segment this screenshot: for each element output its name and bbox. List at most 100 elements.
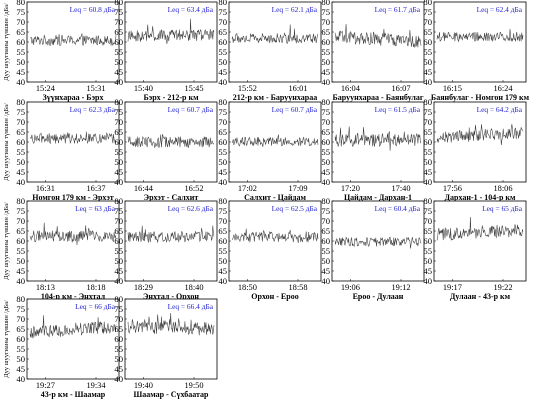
y-tick-label: 65 [321,127,330,137]
y-tick-label: 80 [321,97,330,107]
noise-level-series [29,33,117,47]
y-tick-label: 70 [218,117,227,127]
y-tick-label: 75 [423,107,432,117]
y-tick-label: 45 [321,266,330,276]
leq-annotation: Leq = 63.4 дБа [168,5,214,14]
y-tick-label: 45 [16,266,25,276]
y-tick-label: 40 [423,77,432,87]
y-tick-label: 70 [321,17,330,27]
y-tick-label: 40 [423,276,432,286]
y-tick-label: 50 [321,57,330,67]
y-tick-label: 55 [218,246,227,256]
y-tick-label: 45 [423,167,432,177]
y-tick-label: 50 [423,157,432,167]
y-tick-label: 60 [218,37,227,47]
x-tick-label: 19:22 [493,283,512,292]
noise-level-series [436,216,524,241]
y-tick-label: 60 [218,236,227,246]
x-tick-label: 17:40 [391,184,410,193]
plot-frame [433,1,527,83]
segment-caption: Зүүнхараа - Бэрх [42,93,103,102]
y-tick-label: 75 [16,304,25,314]
y-tick-label: 70 [218,17,227,27]
plot-frame [124,200,218,282]
y-tick-label: 75 [321,206,330,216]
y-tick-label: 60 [423,37,432,47]
y-tick-label: 40 [114,177,123,187]
y-tick-label: 50 [16,354,25,364]
y-tick-label: 75 [114,7,123,17]
y-tick-label: 65 [423,127,432,137]
y-tick-label: 75 [218,206,227,216]
y-tick-label: 65 [114,27,123,37]
x-tick-label: 16:24 [493,84,513,93]
noise-level-series [29,315,117,339]
y-tick-label: 50 [114,57,123,67]
leq-annotation: Leq = 66.4 дБа [168,302,214,311]
leq-annotation: Leq = 62.5 дБа [272,204,318,213]
y-tick-label: 60 [114,137,123,147]
y-tick-label: 40 [218,276,227,286]
x-tick-label: 19:17 [443,283,462,292]
leq-annotation: Leq = 62.6 дБа [168,204,214,213]
y-tick-label: 55 [114,344,123,354]
y-tick-label: 55 [321,147,330,157]
noise-level-series [29,222,117,246]
y-tick-label: 70 [16,216,25,226]
y-tick-label: 60 [114,236,123,246]
y-tick-label: 65 [218,127,227,137]
y-tick-label: 65 [16,127,25,137]
y-tick-label: 40 [218,177,227,187]
x-tick-label: 19:27 [36,381,55,390]
x-tick-label: 18:06 [493,184,512,193]
y-tick-label: 70 [16,117,25,127]
noise-level-series [127,225,215,243]
segment-caption: Дулаан - 43-р км [450,292,511,301]
y-tick-label: 55 [423,246,432,256]
y-tick-label: 45 [321,167,330,177]
x-tick-label: 19:40 [134,381,153,390]
segment-caption: 212-р км - Баруунхараа [233,93,317,102]
y-tick-label: 60 [16,236,25,246]
y-tick-label: 50 [16,256,25,266]
x-tick-label: 16:31 [36,184,55,193]
x-tick-label: 15:31 [86,84,105,93]
segment-caption: Орхон - Ероо [251,292,298,301]
y-tick-label: 40 [321,276,330,286]
y-tick-label: 80 [114,0,123,7]
y-tick-label: 55 [114,246,123,256]
x-tick-label: 16:15 [443,84,462,93]
y-tick-label: 60 [321,236,330,246]
y-tick-label: 80 [321,196,330,206]
segment-caption: Энхтал - Орхон [143,292,199,301]
y-tick-label: 70 [321,216,330,226]
y-tick-label: 55 [16,344,25,354]
y-tick-label: 70 [114,117,123,127]
segment-caption: Дархан-1 - 104-р км [445,193,517,202]
leq-annotation: Leq = 61.5 дБа [375,105,421,114]
y-tick-label: 45 [114,67,123,77]
y-tick-label: 50 [218,57,227,67]
x-tick-label: 17:56 [443,184,462,193]
noise-level-series [436,28,524,43]
y-tick-label: 60 [16,37,25,47]
noise-level-series [334,23,422,49]
y-tick-label: 60 [423,236,432,246]
y-tick-label: 65 [16,27,25,37]
y-tick-label: 65 [16,324,25,334]
y-tick-label: 75 [321,7,330,17]
y-tick-label: 45 [218,167,227,177]
y-tick-label: 40 [16,177,25,187]
y-tick-label: 60 [321,37,330,47]
x-tick-label: 16:01 [288,84,307,93]
y-tick-label: 70 [218,216,227,226]
